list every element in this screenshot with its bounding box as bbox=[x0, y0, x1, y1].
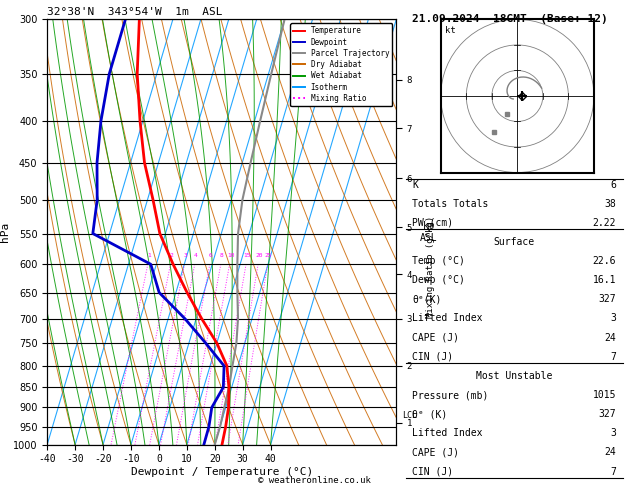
Text: Lifted Index: Lifted Index bbox=[412, 313, 482, 324]
Y-axis label: hPa: hPa bbox=[0, 222, 10, 242]
Text: PW (cm): PW (cm) bbox=[412, 218, 454, 228]
Text: 6: 6 bbox=[610, 179, 616, 190]
Text: Surface: Surface bbox=[494, 237, 535, 247]
Text: K: K bbox=[412, 179, 418, 190]
Text: 25: 25 bbox=[265, 253, 272, 259]
Text: 24: 24 bbox=[604, 448, 616, 457]
Text: θᵉ (K): θᵉ (K) bbox=[412, 409, 447, 419]
Legend: Temperature, Dewpoint, Parcel Trajectory, Dry Adiabat, Wet Adiabat, Isotherm, Mi: Temperature, Dewpoint, Parcel Trajectory… bbox=[290, 23, 392, 106]
Text: Dewp (°C): Dewp (°C) bbox=[412, 275, 465, 285]
Text: 2: 2 bbox=[170, 253, 174, 259]
Text: θᵉ(K): θᵉ(K) bbox=[412, 295, 442, 304]
Text: 38: 38 bbox=[604, 199, 616, 208]
Text: 3: 3 bbox=[610, 428, 616, 438]
Text: 3: 3 bbox=[610, 313, 616, 324]
Text: kt: kt bbox=[445, 26, 456, 35]
Text: Lifted Index: Lifted Index bbox=[412, 428, 482, 438]
Text: 7: 7 bbox=[610, 352, 616, 362]
Text: 7: 7 bbox=[610, 467, 616, 477]
Text: 22.6: 22.6 bbox=[593, 256, 616, 266]
Text: 327: 327 bbox=[599, 409, 616, 419]
Text: 3: 3 bbox=[184, 253, 187, 259]
Text: CIN (J): CIN (J) bbox=[412, 352, 454, 362]
Text: 1: 1 bbox=[147, 253, 151, 259]
Text: © weatheronline.co.uk: © weatheronline.co.uk bbox=[258, 476, 371, 485]
Text: 8: 8 bbox=[220, 253, 224, 259]
Text: Totals Totals: Totals Totals bbox=[412, 199, 489, 208]
Text: 6: 6 bbox=[209, 253, 213, 259]
Text: 2.22: 2.22 bbox=[593, 218, 616, 228]
Y-axis label: km
ASL: km ASL bbox=[420, 221, 438, 243]
Text: 1015: 1015 bbox=[593, 390, 616, 400]
Text: 20: 20 bbox=[255, 253, 263, 259]
Text: CAPE (J): CAPE (J) bbox=[412, 448, 459, 457]
Text: 4: 4 bbox=[194, 253, 198, 259]
Text: Pressure (mb): Pressure (mb) bbox=[412, 390, 489, 400]
Text: 24: 24 bbox=[604, 332, 616, 343]
Text: CIN (J): CIN (J) bbox=[412, 467, 454, 477]
Text: CAPE (J): CAPE (J) bbox=[412, 332, 459, 343]
Text: 327: 327 bbox=[599, 295, 616, 304]
Text: 16.1: 16.1 bbox=[593, 275, 616, 285]
Text: Most Unstable: Most Unstable bbox=[476, 371, 552, 381]
Text: 21.09.2024  18GMT  (Base: 12): 21.09.2024 18GMT (Base: 12) bbox=[412, 14, 608, 24]
Text: 32°38'N  343°54'W  1m  ASL: 32°38'N 343°54'W 1m ASL bbox=[47, 7, 223, 17]
Text: 15: 15 bbox=[243, 253, 251, 259]
Text: Temp (°C): Temp (°C) bbox=[412, 256, 465, 266]
X-axis label: Dewpoint / Temperature (°C): Dewpoint / Temperature (°C) bbox=[131, 467, 313, 477]
Text: 10: 10 bbox=[227, 253, 235, 259]
Text: Mixing Ratio (g/kg): Mixing Ratio (g/kg) bbox=[426, 216, 435, 318]
Text: LCL: LCL bbox=[402, 411, 417, 420]
